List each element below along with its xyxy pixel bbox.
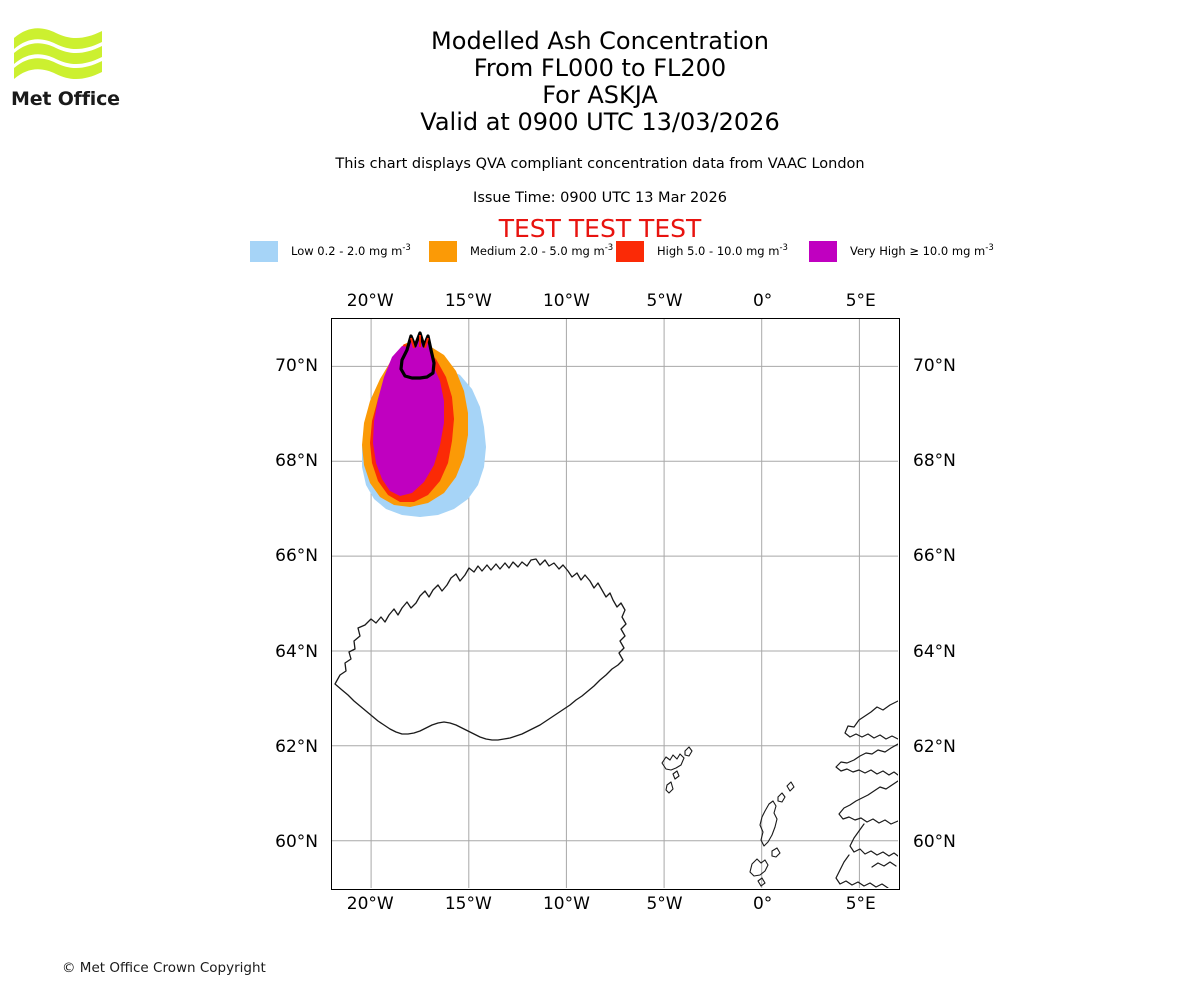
map-gridlines — [332, 319, 898, 888]
lon-tick-bottom-0: 20°W — [346, 894, 394, 914]
copyright-notice: © Met Office Crown Copyright — [62, 960, 266, 976]
legend-swatch-1 — [429, 240, 457, 262]
legend-swatch-0 — [250, 240, 278, 262]
test-banner: TEST TEST TEST — [498, 214, 702, 243]
legend-item-0[interactable]: Low 0.2 - 2.0 mg m-3 — [250, 240, 411, 262]
legend-item-3[interactable]: Very High ≥ 10.0 mg m-3 — [809, 240, 994, 262]
lon-tick-top-4: 0° — [752, 291, 773, 311]
map-plot-area[interactable] — [331, 318, 900, 890]
legend-item-2[interactable]: High 5.0 - 10.0 mg m-3 — [616, 240, 788, 262]
lon-tick-bottom-2: 10°W — [542, 894, 590, 914]
lon-tick-top-0: 20°W — [346, 291, 394, 311]
lat-tick-left-4: 62°N — [275, 737, 318, 757]
met-office-waves-logo-shape — [14, 28, 102, 80]
title-valid-time: Valid at 0900 UTC 13/03/2026 — [420, 108, 780, 136]
lon-tick-bottom-5: 5°E — [845, 894, 876, 914]
lon-tick-bottom-4: 0° — [752, 894, 773, 914]
volcano-crown-marker — [399, 331, 436, 380]
legend-swatch-2 — [616, 240, 644, 262]
coastline-iceland — [334, 558, 627, 741]
concentration-legend: Low 0.2 - 2.0 mg m-3 Medium 2.0 - 5.0 mg … — [0, 240, 1200, 264]
lat-tick-left-5: 60°N — [275, 832, 318, 853]
lat-tick-left-2: 66°N — [275, 546, 318, 567]
lat-tick-right-3: 64°N — [913, 641, 956, 662]
lon-tick-top-3: 5°W — [646, 291, 683, 311]
lon-tick-top-5: 5°E — [845, 291, 876, 311]
lat-tick-right-1: 68°N — [913, 451, 956, 471]
met-office-wordmark: Met Office — [11, 88, 120, 110]
legend-item-1[interactable]: Medium 2.0 - 5.0 mg m-3 — [429, 240, 613, 262]
lon-tick-top-2: 10°W — [542, 291, 590, 311]
lat-tick-right-2: 66°N — [913, 546, 956, 567]
lat-tick-right-4: 62°N — [913, 737, 956, 757]
lat-tick-left-0: 70°N — [275, 355, 318, 376]
legend-label-3: Very High ≥ 10.0 mg m-3 — [850, 243, 994, 258]
lat-tick-right-5: 60°N — [913, 832, 956, 853]
title-flight-levels: From FL000 to FL200 — [473, 54, 727, 82]
title-volcano-name: For ASKJA — [542, 81, 658, 109]
chart-note: This chart displays QVA compliant concen… — [335, 156, 865, 172]
lon-tick-bottom-3: 5°W — [646, 894, 683, 914]
coastline-faroe-islands — [661, 746, 693, 794]
lat-tick-left-1: 68°N — [275, 451, 318, 471]
lat-tick-left-3: 64°N — [275, 641, 318, 662]
page-title: Modelled Ash Concentration — [431, 27, 769, 55]
met-office-logo — [12, 22, 122, 117]
coastline-norway — [835, 700, 898, 888]
ash-contour-very-high — [373, 346, 444, 496]
lon-tick-bottom-1: 15°W — [444, 894, 492, 914]
legend-label-1: Medium 2.0 - 5.0 mg m-3 — [470, 243, 614, 258]
legend-label-2: High 5.0 - 10.0 mg m-3 — [657, 243, 788, 258]
lon-tick-top-1: 15°W — [444, 291, 492, 311]
lat-tick-right-0: 70°N — [913, 355, 956, 376]
legend-swatch-3 — [809, 240, 837, 262]
chart-title-block: Modelled Ash Concentration From FL000 to… — [0, 28, 1200, 136]
issue-time: Issue Time: 0900 UTC 13 Mar 2026 — [473, 190, 727, 206]
legend-label-0: Low 0.2 - 2.0 mg m-3 — [291, 243, 411, 258]
coastline-shetland-orkney — [749, 781, 795, 887]
